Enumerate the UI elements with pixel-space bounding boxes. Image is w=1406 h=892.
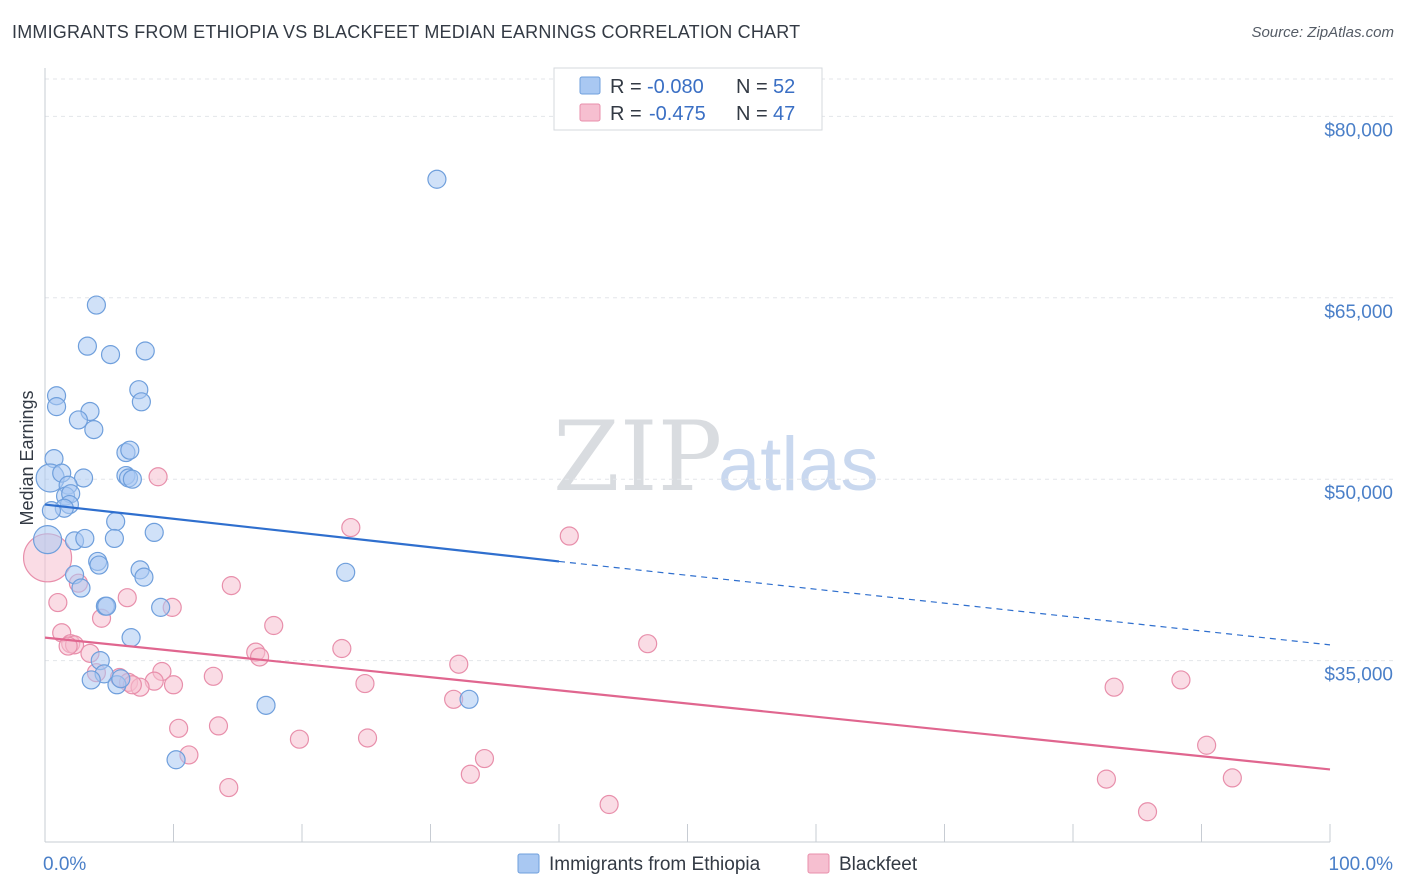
data-point-ethiopia: [106, 511, 126, 532]
data-point-blackfeet: [1096, 769, 1117, 789]
data-point-blackfeet: [1197, 735, 1217, 755]
bottom-legend-swatch-blackfeet: [807, 853, 830, 874]
y-tick-label: $50,000: [1324, 483, 1393, 504]
data-point-ethiopia: [135, 341, 155, 361]
legend-r-label-1: R =: [610, 76, 642, 98]
data-point-blackfeet: [48, 592, 68, 613]
legend-r-value-2: -0.475: [649, 103, 706, 125]
data-point-blackfeet: [264, 615, 284, 636]
x-tick-label-min: 0.0%: [43, 854, 86, 875]
data-point-blackfeet: [289, 729, 310, 749]
data-point-ethiopia: [459, 689, 479, 709]
x-tick-label-max: 100.0%: [1329, 854, 1394, 875]
source-label: Source: ZipAtlas.com: [1251, 24, 1394, 41]
y-axis-label: Median Earnings: [17, 390, 37, 525]
data-point-ethiopia: [73, 468, 94, 488]
watermark-atlas: atlas: [718, 422, 879, 507]
trend-lines: [44, 503, 1331, 771]
trend-line-ethiopia: [44, 503, 560, 563]
y-tick-label: $65,000: [1324, 302, 1393, 323]
data-point-blackfeet: [249, 647, 270, 667]
data-point-blackfeet: [1171, 670, 1191, 690]
data-point-blackfeet: [117, 588, 137, 608]
data-point-ethiopia: [100, 345, 121, 365]
legend-r-label-2: R =: [610, 103, 642, 125]
data-point-blackfeet: [638, 634, 658, 654]
data-point-ethiopia: [89, 555, 109, 575]
data-point-ethiopia: [166, 750, 186, 770]
y-tick-label: $80,000: [1324, 120, 1393, 141]
data-point-ethiopia: [120, 440, 140, 460]
data-point-blackfeet: [1222, 768, 1242, 788]
data-point-ethiopia: [86, 295, 107, 315]
series-blackfeet-points: [22, 467, 1242, 822]
data-point-ethiopia: [71, 578, 91, 598]
data-point-blackfeet: [599, 794, 619, 815]
legend-n-value-2: 47: [773, 103, 795, 125]
data-point-blackfeet: [58, 636, 78, 656]
data-point-blackfeet: [163, 675, 184, 695]
data-point-blackfeet: [169, 718, 189, 738]
bottom-legend-swatch-ethiopia: [517, 853, 540, 874]
data-point-ethiopia: [121, 628, 141, 648]
data-point-blackfeet: [148, 467, 168, 487]
data-point-ethiopia: [122, 469, 142, 489]
bottom-legend-label-blackfeet: Blackfeet: [839, 854, 918, 875]
data-point-blackfeet: [341, 517, 361, 538]
data-point-blackfeet: [357, 728, 378, 748]
data-point-blackfeet: [1104, 677, 1124, 697]
data-point-blackfeet: [221, 576, 241, 596]
data-point-ethiopia: [144, 522, 164, 543]
trend-line-ethiopia-extension: [558, 560, 1331, 646]
data-point-ethiopia: [77, 336, 98, 356]
data-point-ethiopia: [131, 392, 151, 412]
data-point-blackfeet: [208, 716, 229, 736]
data-point-ethiopia: [111, 669, 131, 689]
data-point-ethiopia: [84, 420, 104, 440]
data-point-ethiopia: [134, 567, 154, 587]
data-point-blackfeet: [559, 526, 579, 546]
chart-title: IMMIGRANTS FROM ETHIOPIA VS BLACKFEET ME…: [12, 22, 801, 42]
legend-swatch-blackfeet: [579, 103, 601, 122]
legend-n-label-2: N =: [736, 103, 768, 125]
trend-line-blackfeet: [44, 636, 1331, 771]
y-tick-label: $35,000: [1324, 665, 1393, 686]
data-point-ethiopia: [46, 397, 67, 417]
data-point-ethiopia: [97, 596, 117, 616]
data-point-ethiopia: [75, 528, 95, 549]
legend-swatch-ethiopia: [579, 76, 601, 95]
data-point-blackfeet: [332, 638, 352, 659]
data-point-blackfeet: [449, 654, 469, 674]
data-point-ethiopia: [336, 562, 356, 582]
data-point-blackfeet: [460, 764, 480, 784]
series-legend: Immigrants from Ethiopia Blackfeet: [517, 853, 918, 875]
data-point-blackfeet: [203, 666, 223, 686]
legend-r-value-1: -0.080: [647, 76, 704, 98]
grid: [45, 78, 1393, 662]
data-point-ethiopia: [427, 169, 447, 189]
data-point-ethiopia: [256, 695, 276, 715]
data-point-ethiopia: [68, 410, 89, 430]
watermark: ZIP atlas: [553, 401, 879, 513]
data-point-blackfeet: [474, 748, 495, 769]
legend-n-value-1: 52: [773, 76, 795, 98]
series-ethiopia-points: [32, 169, 479, 770]
correlation-legend: R = -0.080 N = 52 R = -0.475 N = 47: [553, 67, 823, 131]
y-axis-labels: $35,000 $50,000 $65,000 $80,000: [1324, 120, 1393, 685]
data-point-ethiopia: [32, 525, 63, 555]
data-point-blackfeet: [355, 673, 375, 694]
watermark-zip: ZIP: [553, 401, 722, 513]
data-point-blackfeet: [1137, 802, 1158, 822]
data-point-ethiopia: [81, 670, 101, 690]
x-axis-ticks: [44, 824, 1331, 842]
bottom-legend-label-ethiopia: Immigrants from Ethiopia: [549, 854, 761, 875]
data-point-ethiopia: [151, 597, 171, 617]
data-point-blackfeet: [219, 777, 239, 798]
data-point-ethiopia: [104, 528, 124, 549]
legend-n-label-1: N =: [736, 76, 768, 98]
